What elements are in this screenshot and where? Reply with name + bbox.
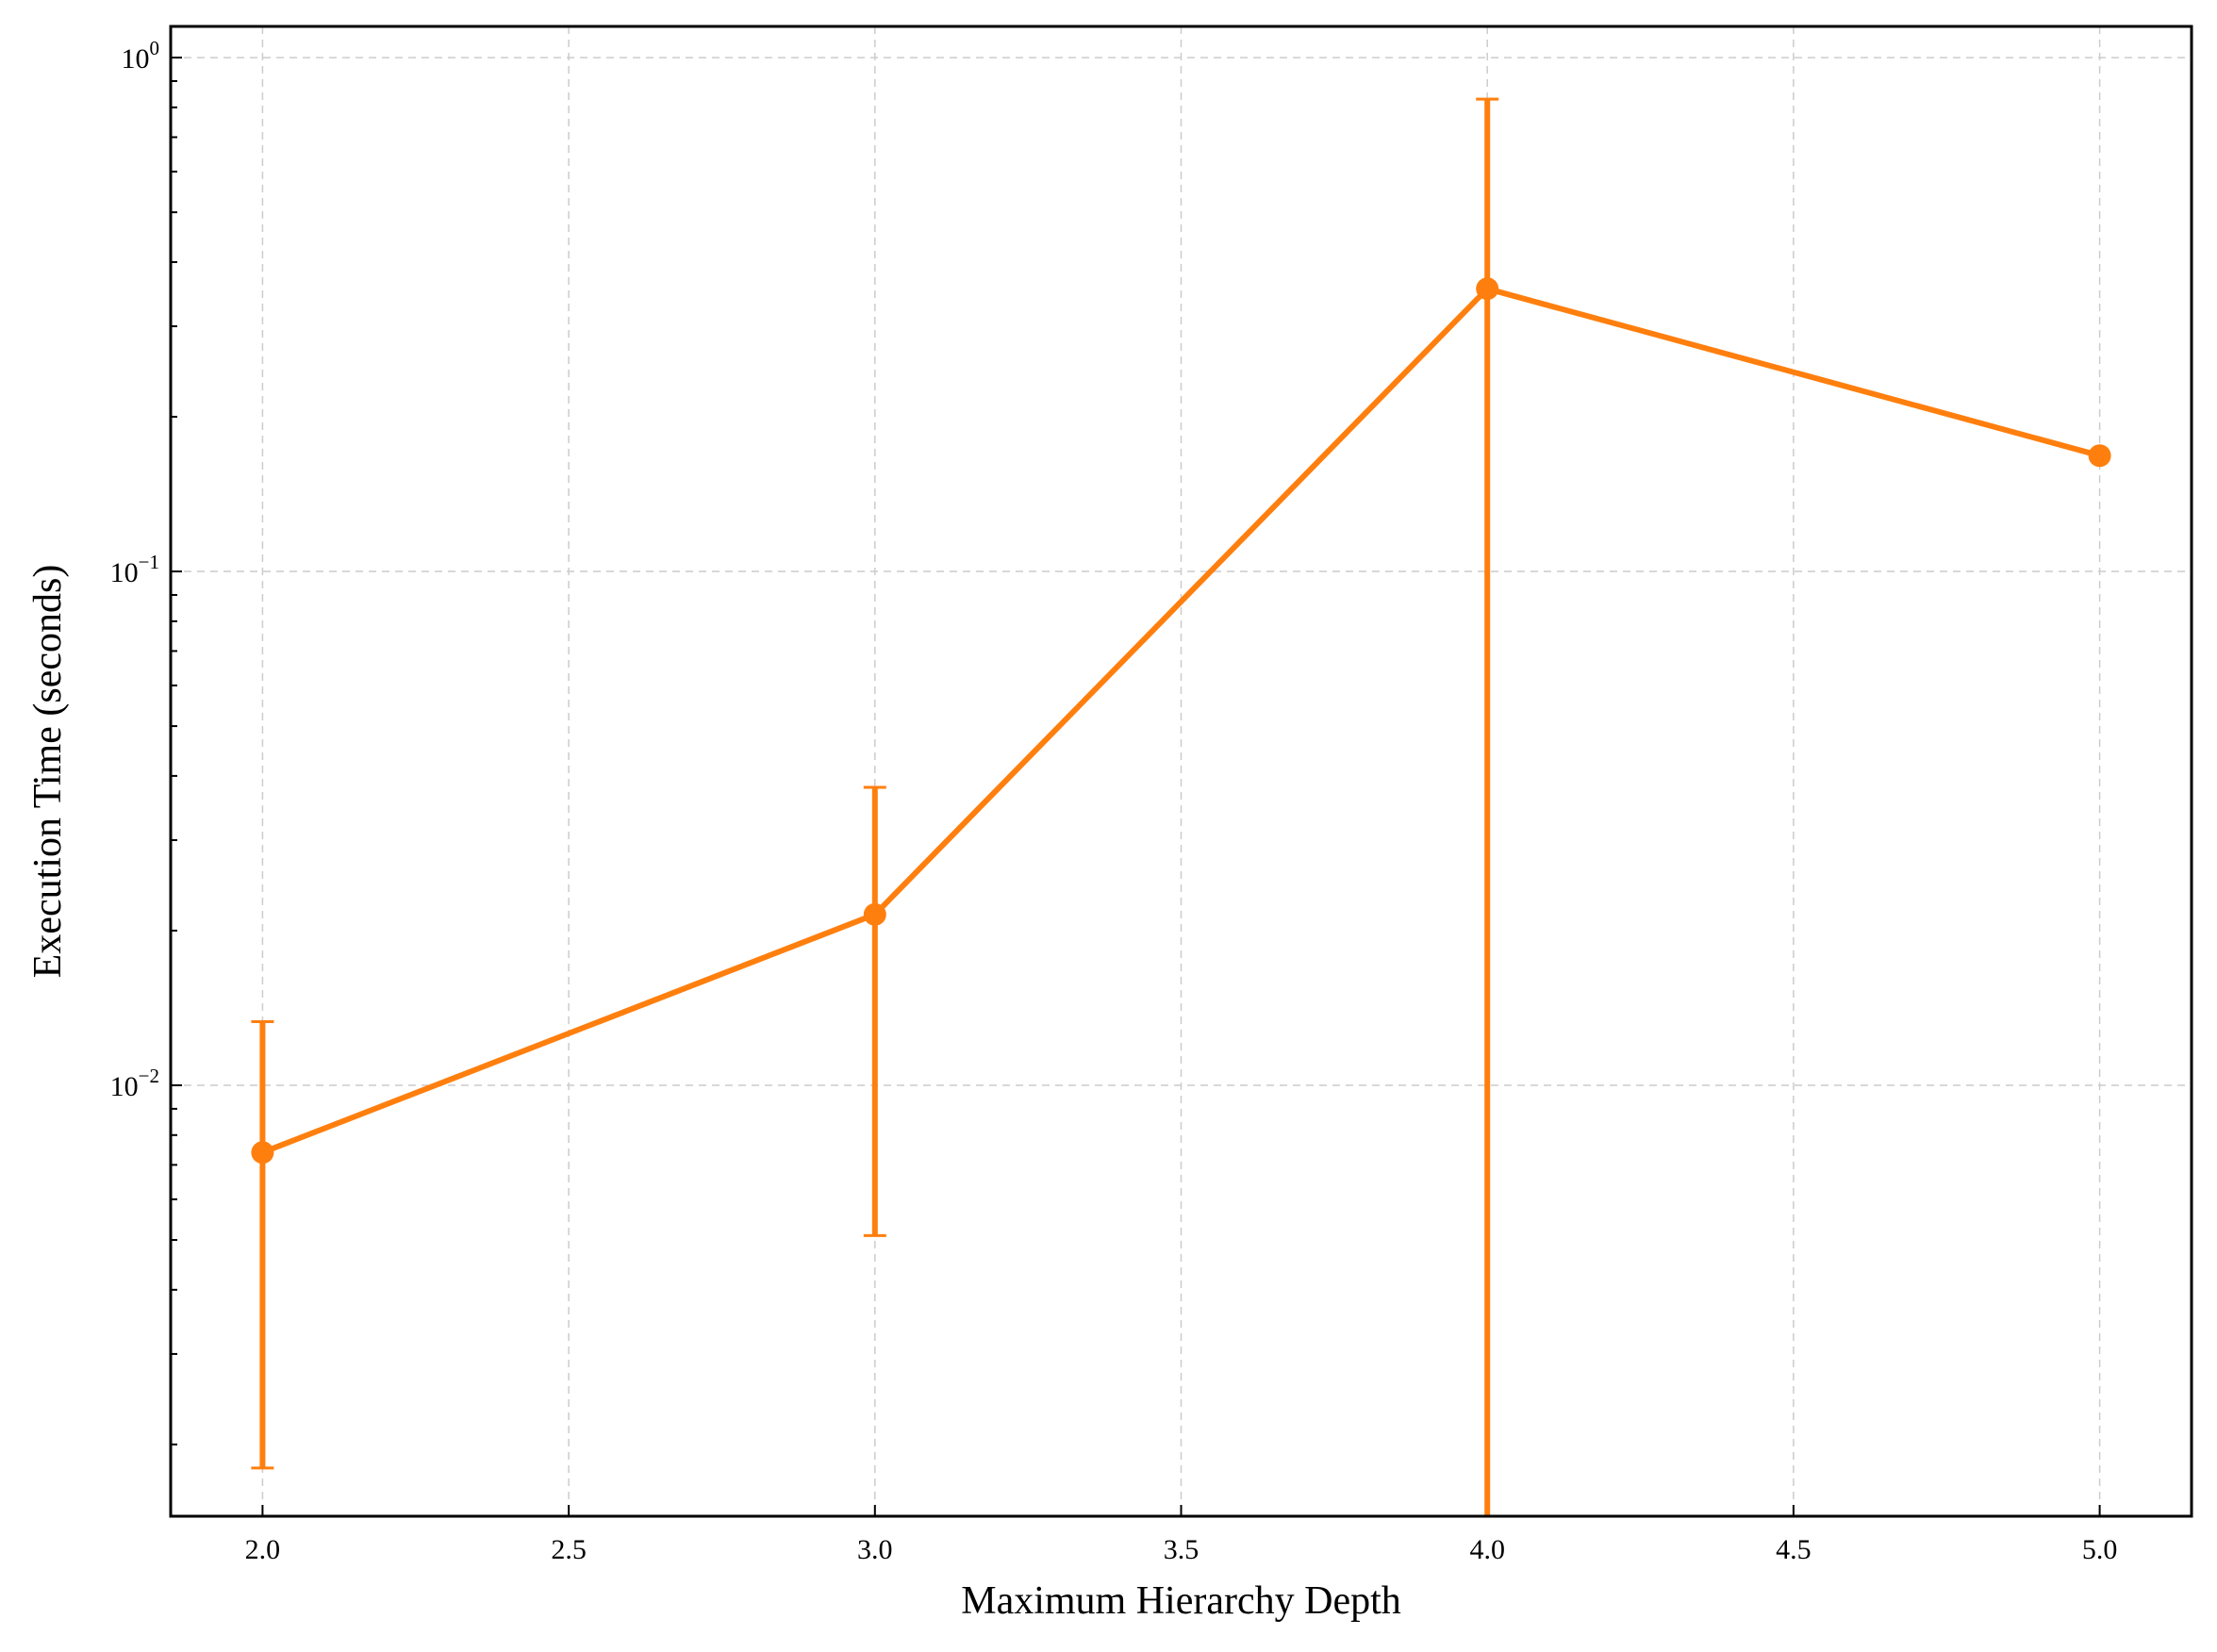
plot-frame: [169, 25, 2193, 1518]
y-axis-label: Execution Time (seconds): [26, 565, 70, 979]
x-tick-label: 4.0: [1469, 1534, 1505, 1565]
series-layer: [251, 97, 2111, 1516]
y-tick-label: 100: [122, 37, 160, 74]
x-tick-label: 2.5: [551, 1534, 587, 1565]
x-tick-label: 4.5: [1776, 1534, 1812, 1565]
x-tick-label: 3.5: [1164, 1534, 1199, 1565]
x-tick-label: 3.0: [857, 1534, 893, 1565]
data-point: [2088, 444, 2111, 468]
data-point: [1476, 277, 1499, 301]
tick-layer: 2.0 2.5 3.0 3.5 4.0 4.5 5.0 10−2 10−1 100: [110, 37, 2118, 1565]
data-point: [251, 1141, 274, 1165]
y-tick-label: 10−2: [110, 1065, 159, 1102]
series-line: [261, 286, 2101, 1155]
data-point: [863, 902, 886, 926]
x-tick-label: 2.0: [245, 1534, 281, 1565]
y-tick-label: 10−1: [110, 551, 159, 588]
x-axis-label: Maximum Hierarchy Depth: [961, 1579, 1401, 1623]
grid-layer: [171, 26, 2192, 1516]
x-tick-label: 5.0: [2082, 1534, 2118, 1565]
